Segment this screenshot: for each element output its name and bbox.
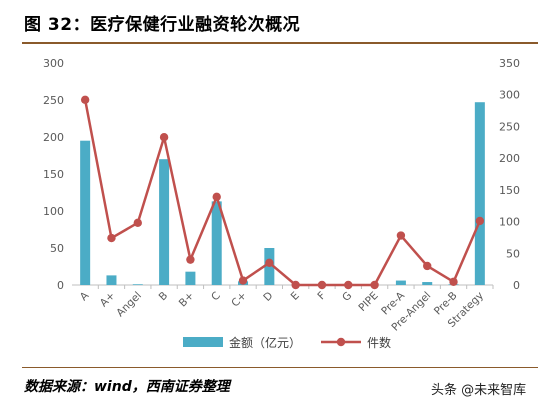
y-left-tick-label: 0	[57, 279, 64, 292]
legend-bar-swatch	[183, 337, 223, 347]
bar-series	[80, 102, 485, 285]
x-tick-label: G	[340, 290, 354, 304]
point-D	[265, 258, 274, 267]
bar-Strategy	[474, 102, 485, 285]
figure-title: 图 32：医疗保健行业融资轮次概况	[24, 15, 301, 35]
bar-Pre-A	[395, 280, 406, 285]
x-tick-label: D	[261, 290, 275, 304]
y-left-tick-label: 100	[43, 205, 64, 218]
y-right-tick-label: 0	[513, 279, 520, 292]
top-rule	[22, 42, 538, 44]
x-tick-label: C	[209, 290, 223, 304]
y-right-tick-label: 350	[499, 57, 520, 70]
watermark: 头条 @未来智库	[431, 383, 527, 398]
y-left-tick-label: 50	[50, 242, 64, 255]
point-Angel	[133, 218, 142, 228]
y-right-tick-label: 300	[499, 89, 520, 102]
y-right-tick-label: 150	[499, 184, 520, 197]
y-left-tick-label: 150	[43, 168, 64, 181]
x-tick-label: PIPE	[356, 290, 380, 314]
bar-B+	[185, 271, 196, 285]
point-G	[344, 280, 353, 290]
x-tick-label: C+	[229, 290, 249, 310]
point-Pre-A	[396, 231, 406, 240]
point-C	[212, 192, 221, 202]
y-right-tick-label: 250	[499, 120, 520, 133]
x-tick-label: E	[289, 290, 302, 303]
bar-B	[159, 159, 170, 285]
legend: 金额（亿元） 件数	[183, 335, 391, 350]
x-tick-label: A	[78, 289, 92, 303]
y-left-tick-label: 300	[43, 57, 64, 70]
y-left-tick-label: 250	[43, 94, 64, 107]
point-A+	[107, 233, 116, 243]
x-tick-label: B+	[177, 290, 197, 310]
bar-Pre-Angel	[422, 282, 433, 285]
x-tick-label: F	[315, 290, 328, 303]
line-path	[83, 99, 481, 287]
legend-bar-label: 金额（亿元）	[229, 335, 301, 350]
x-tick-label: A+	[98, 290, 118, 310]
bottom-rule	[22, 367, 538, 368]
y-right-tick-label: 100	[499, 216, 520, 229]
point-B	[159, 133, 169, 142]
point-A	[80, 95, 90, 104]
x-tick-label: B	[157, 290, 171, 304]
y-left-tick-label: 200	[43, 131, 64, 144]
point-E	[291, 280, 300, 290]
line-series	[80, 95, 485, 290]
point-C+	[238, 276, 248, 285]
point-PIPE	[370, 280, 379, 290]
y-right-tick-label: 50	[506, 247, 520, 260]
axes: 0 50 100 150 200 250 300 0 50 100 150 200 250 300 350 A…	[43, 57, 520, 334]
source-note: 数据来源：wind，西南证券整理	[24, 379, 230, 395]
bar-A	[80, 140, 91, 285]
legend-line-label: 件数	[367, 335, 391, 350]
x-tick-label: Angel	[114, 290, 144, 320]
bar-Angel	[132, 284, 143, 285]
bar-C	[211, 201, 222, 285]
point-Pre-Angel	[423, 261, 432, 271]
point-Pre-B	[449, 277, 458, 287]
point-F	[317, 280, 327, 290]
bar-A+	[106, 275, 117, 285]
legend-line-marker	[336, 337, 346, 347]
point-Strategy	[475, 216, 485, 226]
y-right-tick-label: 200	[499, 152, 520, 165]
point-B+	[186, 255, 195, 264]
